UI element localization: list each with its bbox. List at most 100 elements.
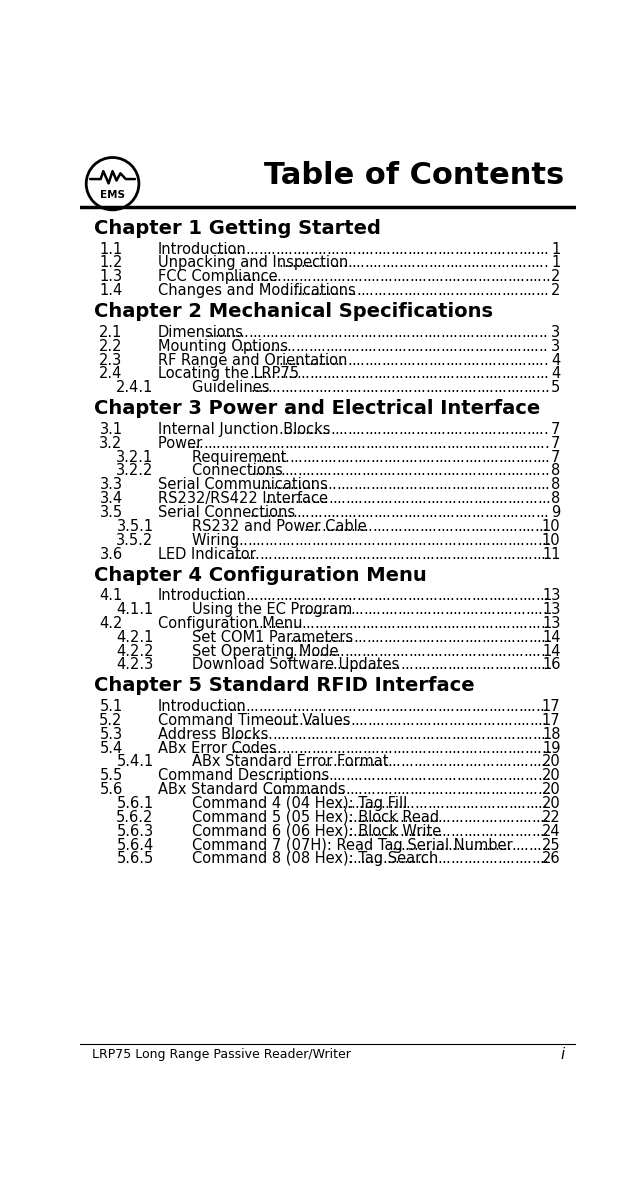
Text: .: . [284, 505, 288, 519]
Text: .: . [309, 366, 314, 382]
Text: .: . [271, 588, 275, 603]
Text: .: . [543, 366, 548, 382]
Text: .: . [435, 796, 440, 812]
Text: .: . [376, 602, 380, 616]
Text: .: . [358, 754, 362, 770]
Text: .: . [541, 478, 545, 492]
Text: .: . [243, 741, 248, 755]
Text: .: . [425, 644, 429, 658]
Text: .: . [301, 436, 306, 450]
Text: .: . [514, 699, 518, 713]
Text: .: . [478, 713, 483, 728]
Text: .: . [412, 436, 417, 450]
Text: .: . [531, 699, 536, 713]
Text: .: . [300, 421, 305, 437]
Text: 4: 4 [551, 366, 561, 382]
Text: .: . [481, 533, 486, 548]
Text: .: . [545, 838, 550, 852]
Text: .: . [417, 741, 422, 755]
Text: .: . [365, 436, 370, 450]
Text: .: . [298, 491, 303, 506]
Text: .: . [400, 754, 405, 770]
Text: .: . [515, 381, 519, 395]
Text: .: . [416, 851, 420, 867]
Text: .: . [386, 505, 390, 519]
Text: .: . [366, 533, 371, 548]
Text: .: . [358, 796, 364, 812]
Text: .: . [353, 644, 357, 658]
Text: .: . [532, 478, 537, 492]
Text: .: . [518, 284, 523, 298]
Text: .: . [328, 741, 333, 755]
Text: .: . [470, 352, 476, 367]
Text: .: . [278, 339, 283, 353]
Text: .: . [508, 713, 513, 728]
Text: .: . [398, 421, 403, 437]
Text: .: . [497, 851, 502, 867]
Text: .: . [360, 851, 365, 867]
Text: .: . [528, 450, 532, 464]
Text: .: . [326, 436, 332, 450]
Text: .: . [243, 533, 248, 548]
Text: .: . [388, 491, 392, 506]
Text: .: . [497, 505, 501, 519]
Text: .: . [404, 644, 408, 658]
Text: .: . [426, 768, 431, 783]
Text: .: . [412, 851, 417, 867]
Text: .: . [519, 547, 524, 561]
Text: .: . [239, 533, 243, 548]
Text: .: . [518, 810, 523, 825]
Text: .: . [483, 602, 487, 616]
Text: .: . [484, 436, 489, 450]
Text: .: . [443, 754, 447, 770]
Text: .: . [477, 450, 481, 464]
Text: .: . [456, 782, 461, 797]
Text: .: . [442, 547, 447, 561]
Text: .: . [371, 754, 375, 770]
Text: .: . [259, 478, 264, 492]
Text: .: . [456, 713, 461, 728]
Text: .: . [518, 588, 523, 603]
Text: .: . [400, 478, 404, 492]
Text: .: . [485, 657, 490, 673]
Text: .: . [543, 588, 548, 603]
Text: .: . [369, 588, 374, 603]
Text: 5.6.3: 5.6.3 [116, 824, 154, 839]
Text: .: . [443, 838, 447, 852]
Text: .: . [429, 547, 435, 561]
Text: .: . [340, 547, 345, 561]
Text: .: . [339, 505, 344, 519]
Text: .: . [541, 838, 546, 852]
Text: .: . [506, 851, 510, 867]
Text: .: . [285, 478, 289, 492]
Text: .: . [417, 463, 421, 479]
Text: .: . [522, 588, 527, 603]
Text: .: . [527, 284, 531, 298]
Text: .: . [258, 242, 262, 256]
Text: .: . [538, 518, 543, 534]
Text: .: . [353, 463, 357, 479]
Text: .: . [423, 339, 428, 353]
Text: .: . [464, 630, 468, 645]
Text: .: . [203, 436, 208, 450]
Text: .: . [307, 713, 312, 728]
Text: 7: 7 [551, 421, 561, 437]
Text: .: . [348, 381, 353, 395]
Text: .: . [522, 505, 527, 519]
Text: .: . [507, 630, 511, 645]
Text: .: . [458, 352, 463, 367]
Text: .: . [497, 366, 501, 382]
Text: .: . [455, 644, 460, 658]
Text: 8: 8 [551, 478, 561, 492]
Text: .: . [526, 352, 531, 367]
Text: .: . [540, 284, 544, 298]
Text: .: . [463, 588, 467, 603]
Text: .: . [423, 518, 428, 534]
Text: .: . [332, 478, 337, 492]
Text: .: . [308, 518, 313, 534]
Text: .: . [324, 491, 328, 506]
Text: .: . [275, 505, 280, 519]
Text: .: . [309, 284, 314, 298]
Text: .: . [253, 699, 259, 713]
Text: .: . [373, 505, 378, 519]
